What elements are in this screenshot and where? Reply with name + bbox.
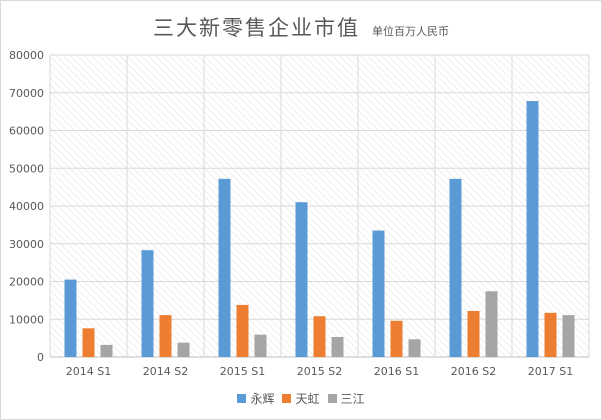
x-axis: 2014 S1 2014 S2 2015 S1 2015 S2 2016 S1 2016 … (66, 365, 573, 378)
y-tick-label: 80000 (9, 49, 44, 62)
legend-label: 永辉 (250, 392, 275, 406)
bar (485, 291, 498, 357)
bar (100, 344, 113, 357)
legend-item: 三江 (327, 390, 365, 407)
bar (562, 315, 575, 357)
y-tick-label: 60000 (9, 125, 44, 138)
bar (236, 304, 249, 357)
y-tick-label: 40000 (9, 200, 44, 213)
legend-swatch (237, 394, 247, 403)
legend-swatch (327, 394, 337, 403)
bar (254, 334, 267, 357)
y-tick-label: 30000 (9, 238, 44, 251)
bar (331, 336, 344, 357)
y-axis: 0 10000 20000 30000 40000 50000 60000 70000 8000… (9, 49, 44, 364)
y-tick-label: 50000 (9, 162, 44, 175)
y-tick-label: 20000 (9, 276, 44, 289)
bar (177, 342, 190, 357)
bar (159, 315, 172, 357)
chart-title: 三大新零售企业市值 (153, 16, 360, 40)
bar (82, 328, 95, 357)
legend-item: 天虹 (282, 390, 320, 407)
y-tick-label: 0 (37, 351, 44, 364)
chart-title-row: 三大新零售企业市值 单位百万人民币 (0, 12, 602, 42)
x-tick-label: 2015 S1 (220, 365, 265, 378)
x-tick-label: 2015 S2 (297, 365, 342, 378)
bar (218, 178, 231, 357)
y-tick-label: 10000 (9, 313, 44, 326)
bar (313, 316, 326, 357)
bar (295, 202, 308, 357)
legend-label: 三江 (340, 392, 365, 406)
legend-item: 永辉 (237, 390, 274, 407)
bars (64, 101, 575, 358)
x-tick-label: 2014 S1 (66, 365, 111, 378)
bar (467, 310, 480, 357)
y-tick-label: 70000 (9, 87, 44, 100)
x-tick-label: 2017 S1 (528, 365, 573, 378)
bar (526, 101, 539, 358)
x-tick-label: 2016 S1 (374, 365, 419, 378)
bar (141, 250, 154, 357)
bar (544, 312, 557, 357)
legend-label: 天虹 (295, 392, 320, 406)
bar (64, 279, 77, 357)
legend-swatch (282, 394, 292, 403)
bar (390, 320, 403, 357)
x-tick-label: 2014 S2 (143, 365, 188, 378)
bar (449, 178, 462, 357)
chart-subtitle: 单位百万人民币 (372, 25, 449, 38)
bar (408, 339, 421, 357)
bar (372, 230, 385, 357)
legend: 永辉 天虹 三江 (0, 390, 602, 407)
x-tick-label: 2016 S2 (451, 365, 496, 378)
